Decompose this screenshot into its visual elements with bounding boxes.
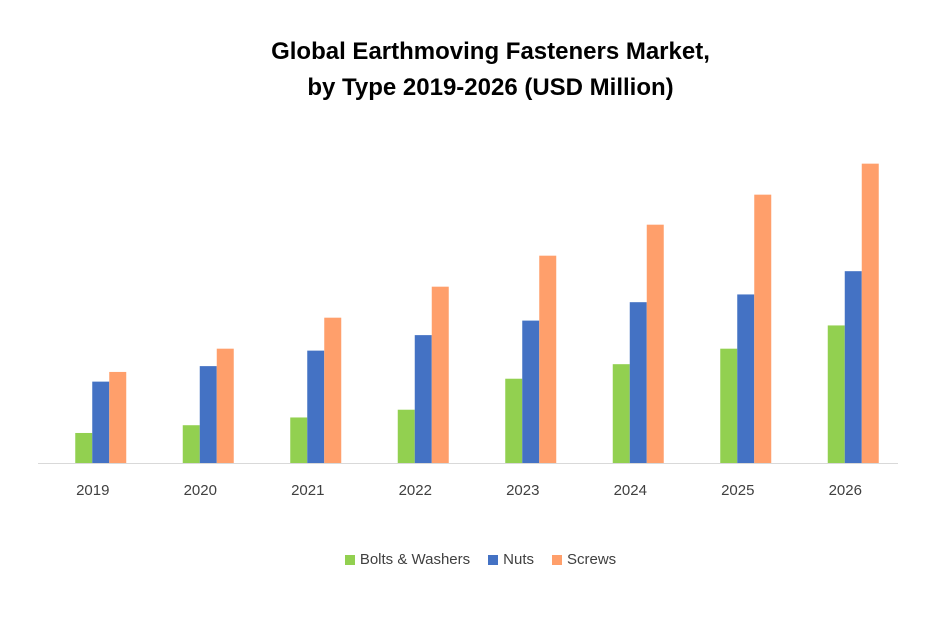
bar-bolts-washers-2021: [290, 417, 308, 463]
bar-nuts-2023: [522, 320, 540, 463]
chart-title: Global Earthmoving Fasteners Market, by …: [0, 34, 941, 106]
bar-nuts-2025: [737, 294, 755, 463]
legend-item-screws: Screws: [551, 551, 617, 568]
bar-screws-2019: [109, 371, 127, 463]
legend-label: Nuts: [503, 551, 534, 568]
x-tick-label: 2019: [76, 482, 109, 499]
bar-screws-2022: [431, 286, 449, 463]
x-tick-label: 2021: [291, 482, 324, 499]
bar-screws-2025: [754, 194, 772, 463]
bar-nuts-2026: [844, 271, 862, 463]
bar-screws-2024: [646, 224, 664, 463]
bar-bolts-washers-2022: [397, 409, 415, 463]
legend-swatch: [551, 554, 562, 565]
bar-screws-2021: [324, 317, 342, 463]
legend-swatch: [344, 554, 355, 565]
bar-screws-2023: [539, 255, 557, 463]
x-tick-label: 2024: [614, 482, 647, 499]
legend-swatch: [488, 554, 499, 565]
bar-nuts-2020: [199, 366, 217, 463]
legend-item-bolts-washers: Bolts & Washers: [344, 551, 471, 568]
legend-item-nuts: Nuts: [488, 551, 534, 568]
bar-bolts-washers-2025: [720, 348, 738, 463]
x-tick-label: 2023: [506, 482, 539, 499]
legend-label: Bolts & Washers: [359, 551, 471, 568]
x-tick-label: 2020: [184, 482, 217, 499]
x-tick-label: 2026: [829, 482, 862, 499]
bars-group: [75, 163, 879, 463]
bar-screws-2020: [216, 348, 234, 463]
x-tick-label: 2022: [399, 482, 432, 499]
legend-label: Screws: [566, 551, 617, 568]
x-tick-label: 2025: [721, 482, 754, 499]
bar-nuts-2024: [629, 302, 647, 463]
legend: Bolts & Washers Nuts Screws: [0, 551, 941, 568]
bar-bolts-washers-2023: [505, 378, 523, 463]
bar-bolts-washers-2024: [612, 364, 630, 463]
bar-bolts-washers-2020: [182, 425, 200, 463]
bar-screws-2026: [861, 163, 879, 463]
chart-title-line-2: by Type 2019-2026 (USD Million): [307, 74, 674, 101]
chart-title-line-1: Global Earthmoving Fasteners Market,: [271, 38, 710, 65]
x-tick-labels: 2019 2020 2021 2022 2023 2024 2025 2026: [76, 482, 862, 499]
bar-bolts-washers-2026: [827, 325, 845, 463]
bar-nuts-2019: [92, 381, 110, 463]
bar-bolts-washers-2019: [75, 432, 93, 463]
bar-nuts-2022: [414, 335, 432, 463]
bar-nuts-2021: [307, 350, 325, 463]
